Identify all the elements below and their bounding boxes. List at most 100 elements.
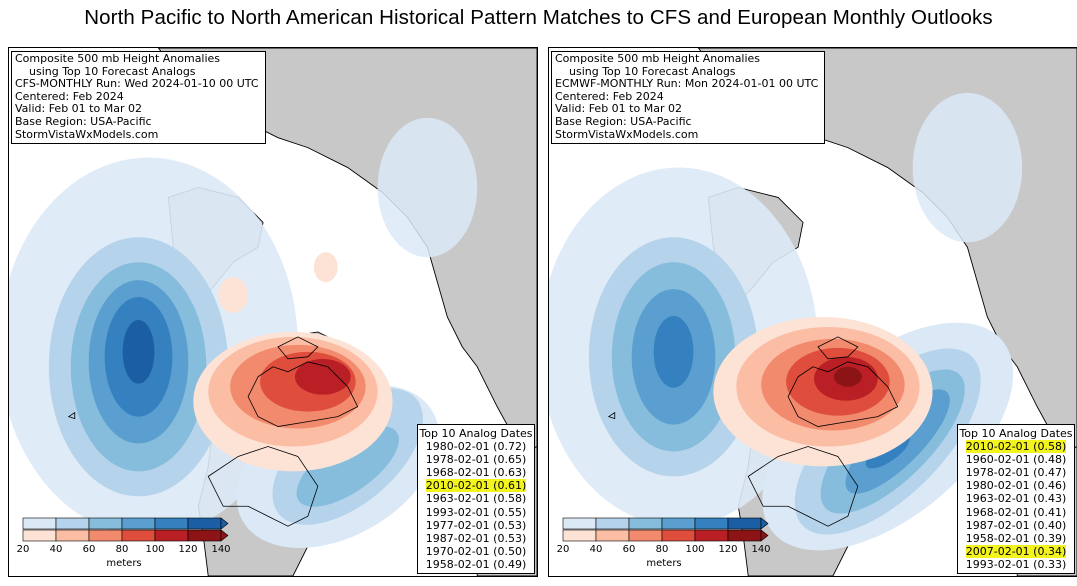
legend-tick-label: 80 (655, 544, 669, 555)
legend-extend-arrow (760, 529, 769, 542)
legend-swatch (628, 517, 663, 530)
analog-date-text: 1978-02-01 (0.47) (965, 466, 1067, 480)
legend-swatch (727, 517, 762, 530)
cfs-map-panel: Composite 500 mb Height Anomalies using … (8, 47, 538, 577)
analog-date-item: 1987-02-01 (0.53) (418, 532, 534, 545)
analog-dates-box: Top 10 Analog Dates 2010-02-01 (0.58) 196… (957, 423, 1075, 574)
legend-swatch (661, 517, 696, 530)
coastline-layer (607, 336, 899, 527)
analog-date-text: 1978-02-01 (0.65) (425, 453, 527, 467)
legend-tick-label: 100 (145, 544, 165, 555)
legend-swatch (661, 529, 696, 542)
legend-tick-label: 20 (556, 544, 570, 555)
analog-date-text: 1977-02-01 (0.53) (425, 518, 527, 532)
analog-date-item: 1993-02-01 (0.55) (418, 506, 534, 519)
analog-date-item: 1963-02-01 (0.58) (418, 492, 534, 505)
legend-swatch (121, 529, 156, 542)
analog-date-item: 1993-02-01 (0.33) (958, 558, 1074, 571)
analog-date-text: 1968-02-01 (0.63) (425, 466, 527, 480)
legend-tick-label: 40 (589, 544, 603, 555)
analog-date-text: 1968-02-01 (0.41) (965, 505, 1067, 519)
analog-list: 2010-02-01 (0.58) 1960-02-01 (0.48) 1978-0… (958, 440, 1074, 571)
legend-swatch (628, 529, 663, 542)
analog-date-text: 1980-02-01 (0.46) (965, 479, 1067, 493)
legend-swatch (595, 517, 630, 530)
legend-tick-label: 120 (178, 544, 198, 555)
legend-tick-label: 60 (82, 544, 96, 555)
legend-swatch (187, 529, 222, 542)
analog-date-text: 1987-02-01 (0.40) (965, 518, 1067, 532)
legend-bar (562, 517, 769, 542)
analog-date-item: 1980-02-01 (0.46) (958, 479, 1074, 492)
analog-date-text: 1963-02-01 (0.43) (965, 492, 1067, 506)
legend-tick-label: 140 (211, 544, 231, 555)
legend-swatch (22, 529, 57, 542)
legend-swatch (154, 529, 189, 542)
legend-swatch (88, 529, 123, 542)
analog-date-item: 1960-02-01 (0.48) (958, 453, 1074, 466)
legend-tick-label: 80 (115, 544, 129, 555)
legend-bar (22, 517, 229, 542)
analog-date-text: 1963-02-01 (0.58) (425, 492, 527, 506)
cfs-anomaly-map (9, 48, 537, 576)
legend-extend-arrow (220, 517, 229, 530)
legend-tick-label: 100 (685, 544, 705, 555)
analog-title: Top 10 Analog Dates (959, 426, 1073, 440)
legend-swatch (55, 517, 90, 530)
analog-date-item: 2010-02-01 (0.61) (418, 479, 534, 493)
analog-date-text: 1987-02-01 (0.53) (425, 531, 527, 545)
legend-tick-label: 140 (751, 544, 771, 555)
analog-date-item: 1987-02-01 (0.40) (958, 519, 1074, 532)
legend-swatch (121, 517, 156, 530)
legend-extend-arrow (220, 529, 229, 542)
analog-date-text: 1958-02-01 (0.39) (965, 531, 1067, 545)
analog-date-item: 1958-02-01 (0.39) (958, 532, 1074, 545)
map-info-box: Composite 500 mb Height Anomalies using … (551, 51, 826, 145)
legend-tick-label: 40 (49, 544, 63, 555)
legend-units: meters (646, 558, 682, 569)
legend-swatch (154, 517, 189, 530)
analog-date-text: 2007-02-01 (0.34) (965, 544, 1067, 558)
analog-date-text: 2010-02-01 (0.61) (425, 479, 527, 493)
legend-swatch (22, 517, 57, 530)
legend-swatch (562, 529, 597, 542)
legend-swatch (187, 517, 222, 530)
analog-date-text: 1960-02-01 (0.48) (965, 453, 1067, 467)
legend-tick-label: 20 (16, 544, 30, 555)
analog-date-item: 1968-02-01 (0.41) (958, 506, 1074, 519)
analog-date-item: 2010-02-01 (0.58) (958, 440, 1074, 454)
ecmwf-map-panel: Composite 500 mb Height Anomalies using … (548, 47, 1077, 577)
analog-date-item: 1980-02-01 (0.72) (418, 440, 534, 453)
color-legend: 20 40 60 80 100 120 140 meters (17, 512, 231, 572)
analog-date-text: 2010-02-01 (0.58) (965, 440, 1067, 454)
legend-swatch (595, 529, 630, 542)
analog-dates-box: Top 10 Analog Dates 1980-02-01 (0.72) 197… (417, 423, 535, 574)
positive-anomaly-layer (713, 316, 933, 467)
color-legend: 20 40 60 80 100 120 140 meters (557, 512, 771, 572)
legend-swatch (562, 517, 597, 530)
analog-date-text: 1993-02-01 (0.55) (425, 505, 527, 519)
legend-units: meters (106, 558, 142, 569)
legend-swatch (55, 529, 90, 542)
page-title: North Pacific to North American Historic… (84, 6, 993, 29)
legend-tick-label: 120 (718, 544, 738, 555)
analog-date-item: 2007-02-01 (0.34) (958, 544, 1074, 558)
map-info-box: Composite 500 mb Height Anomalies using … (11, 51, 266, 145)
analog-date-item: 1968-02-01 (0.63) (418, 466, 534, 479)
analog-date-item: 1970-02-01 (0.50) (418, 545, 534, 558)
analog-date-item: 1958-02-01 (0.49) (418, 558, 534, 571)
ocean-layer (793, 262, 933, 332)
analog-date-item: 1977-02-01 (0.53) (418, 519, 534, 532)
analog-list: 1980-02-01 (0.72) 1978-02-01 (0.65) 1968-0… (418, 440, 534, 571)
analog-date-text: 1958-02-01 (0.49) (425, 557, 527, 571)
legend-swatch (88, 517, 123, 530)
legend-swatch (694, 517, 729, 530)
analog-date-text: 1970-02-01 (0.50) (425, 544, 527, 558)
legend-swatch (727, 529, 762, 542)
analog-date-item: 1978-02-01 (0.65) (418, 453, 534, 466)
positive-anomaly-layer (193, 252, 393, 472)
coastline-layer (67, 336, 359, 527)
legend-swatch (694, 529, 729, 542)
analog-date-item: 1963-02-01 (0.43) (958, 492, 1074, 505)
analog-date-text: 1980-02-01 (0.72) (425, 440, 527, 454)
